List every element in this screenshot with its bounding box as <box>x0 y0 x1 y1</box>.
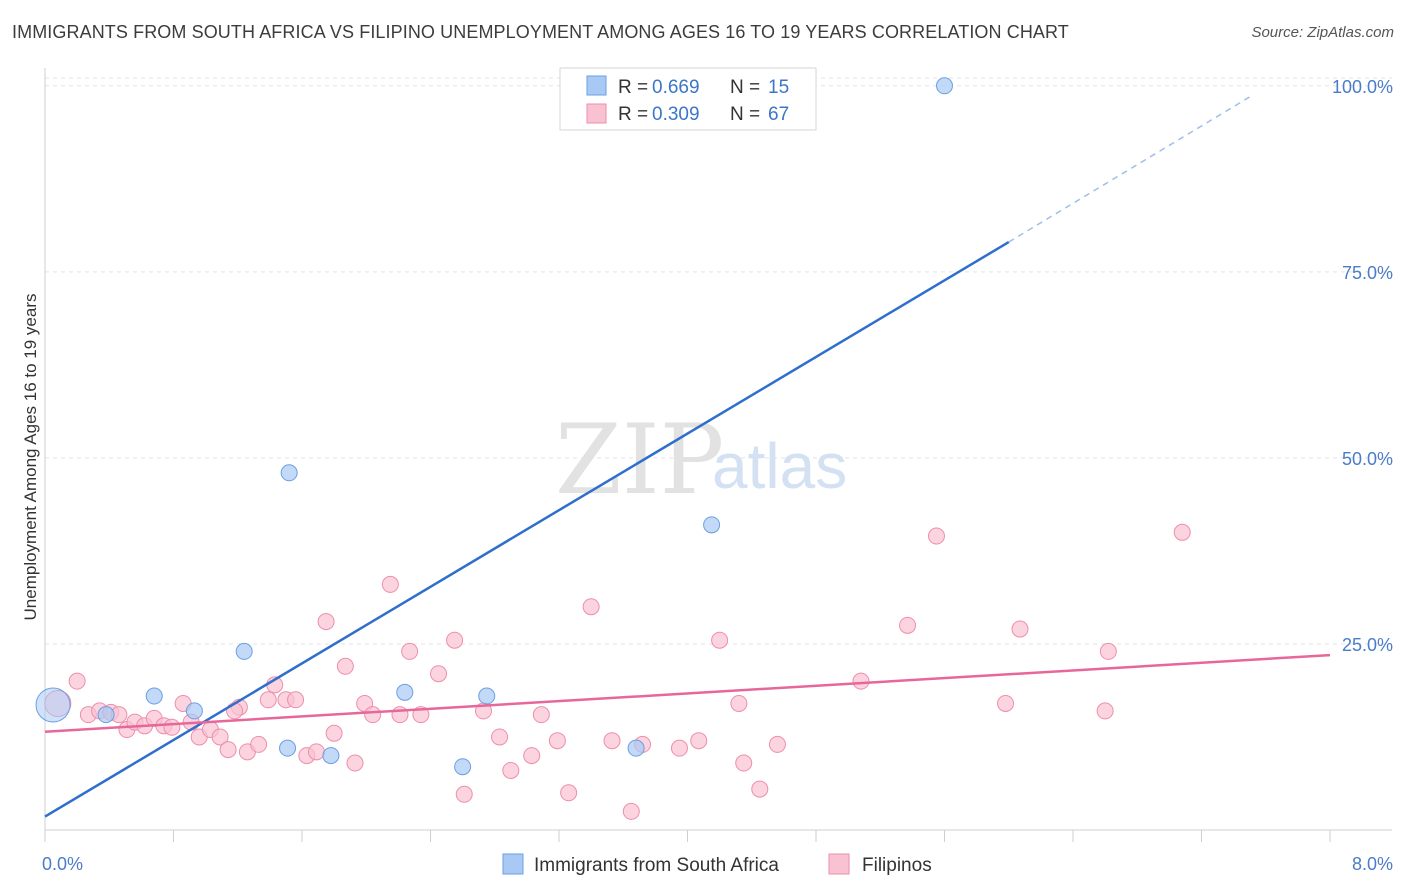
data-point <box>364 706 382 724</box>
legend-r-label: R = <box>618 77 648 98</box>
data-point <box>997 694 1015 712</box>
data-point <box>751 780 769 798</box>
data-point <box>927 527 945 545</box>
data-point <box>1011 620 1029 638</box>
series-layer <box>35 73 1191 820</box>
data-point <box>287 691 305 709</box>
data-point <box>145 687 163 705</box>
data-point <box>401 642 419 660</box>
watermark-atlas: atlas <box>712 430 847 502</box>
data-point <box>548 732 566 750</box>
data-point <box>502 761 520 779</box>
legend-swatch-south-africa <box>586 75 607 96</box>
y-tick-label: 75.0% <box>1342 263 1393 283</box>
y-tick-label: 100.0% <box>1332 77 1393 97</box>
data-point <box>279 739 297 757</box>
data-point <box>336 657 354 675</box>
stats-legend: R = 0.669 N = 15 R = 0.309 N = 67 <box>559 67 817 131</box>
data-point <box>250 735 268 753</box>
trend-line-south-africa <box>44 240 1010 818</box>
x-tick-label: 0.0% <box>42 854 83 874</box>
grid-lines <box>45 77 1392 645</box>
legend-n-value-south-africa: 15 <box>768 77 789 98</box>
data-point <box>163 718 181 736</box>
bottom-legend-label-south-africa: Immigrants from South Africa <box>534 855 779 876</box>
data-point <box>454 758 472 776</box>
data-point <box>259 691 277 709</box>
legend-r-label: R = <box>618 104 648 125</box>
data-point <box>899 616 917 634</box>
data-point <box>730 694 748 712</box>
bottom-legend-swatch-south-africa <box>502 853 524 875</box>
trend-layer <box>44 96 1331 818</box>
data-point <box>211 728 229 746</box>
data-point <box>478 687 496 705</box>
data-point <box>346 754 364 772</box>
data-point <box>430 665 448 683</box>
data-point <box>582 598 600 616</box>
legend-swatch-filipinos <box>586 103 607 124</box>
legend-n-label: N = <box>730 77 760 98</box>
y-tick-label: 25.0% <box>1342 635 1393 655</box>
data-point <box>97 706 115 724</box>
data-point <box>711 631 729 649</box>
data-point <box>325 724 343 742</box>
data-point <box>219 741 237 759</box>
data-point <box>703 516 721 534</box>
y-axis-title: Unemployment Among Ages 16 to 19 years <box>21 294 40 621</box>
data-point <box>670 739 688 757</box>
source-label: Source: ZipAtlas.com <box>1251 24 1394 41</box>
series-south-africa <box>35 73 953 776</box>
data-point <box>936 77 953 95</box>
data-point <box>322 747 340 765</box>
watermark-zip: ZIP <box>555 404 724 516</box>
data-point <box>381 575 399 593</box>
legend-n-value-filipinos: 67 <box>768 104 789 125</box>
data-point <box>35 687 71 723</box>
data-point <box>235 642 253 660</box>
data-point <box>226 702 244 720</box>
data-point <box>690 732 708 750</box>
watermark: ZIP atlas <box>555 404 847 516</box>
x-tick-label: 8.0% <box>1352 854 1393 874</box>
data-point <box>280 464 298 482</box>
data-point <box>532 706 550 724</box>
data-point <box>622 802 640 820</box>
data-point <box>446 631 464 649</box>
data-point <box>396 683 414 701</box>
trend-line-extension-south-africa <box>1008 96 1251 243</box>
trend-line-filipinos <box>44 653 1331 734</box>
data-point <box>560 784 578 802</box>
data-point <box>603 732 621 750</box>
data-point <box>735 754 753 772</box>
data-point <box>768 735 786 753</box>
data-point <box>68 672 86 690</box>
data-point <box>317 613 335 631</box>
y-tick-labels: 25.0% 50.0% 75.0% 100.0% <box>1332 77 1393 655</box>
data-point <box>455 785 473 803</box>
bottom-legend-swatch-filipinos <box>828 853 850 875</box>
data-point <box>1096 702 1114 720</box>
y-tick-label: 50.0% <box>1342 449 1393 469</box>
data-point <box>307 743 325 761</box>
data-point <box>185 702 203 720</box>
data-point <box>491 728 509 746</box>
x-tick-labels: 0.0% 8.0% <box>42 854 1393 874</box>
data-point <box>852 672 870 690</box>
chart-title: IMMIGRANTS FROM SOUTH AFRICA VS FILIPINO… <box>12 22 1069 42</box>
data-point <box>627 739 645 757</box>
data-point <box>523 747 541 765</box>
legend-n-label: N = <box>730 104 760 125</box>
series-filipinos <box>44 523 1191 820</box>
legend-r-value-filipinos: 0.309 <box>652 104 700 125</box>
data-point <box>1173 523 1191 541</box>
bottom-legend-label-filipinos: Filipinos <box>862 855 932 876</box>
data-point <box>1099 642 1117 660</box>
legend-r-value-south-africa: 0.669 <box>652 77 700 98</box>
bottom-legend: Immigrants from South Africa Filipinos <box>502 853 932 876</box>
